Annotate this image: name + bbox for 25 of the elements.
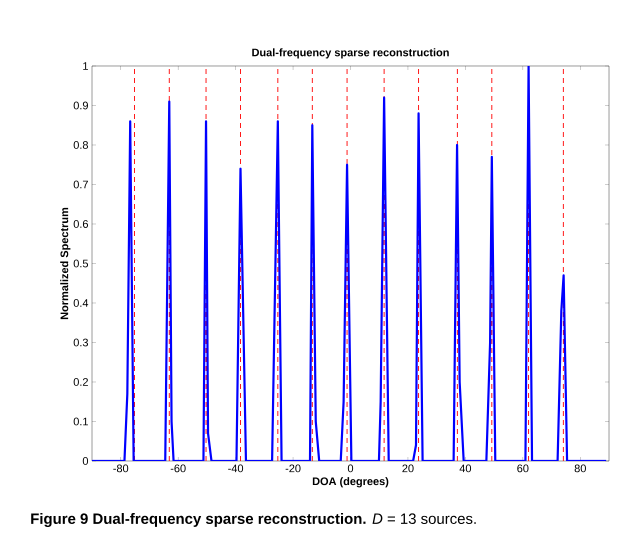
x-tick-label: -40	[228, 464, 244, 472]
y-tick-label: 0.7	[74, 180, 88, 188]
y-tick-label: 0	[82, 457, 88, 465]
x-tick-label: 20	[402, 464, 414, 472]
y-tick-label: 0.3	[74, 338, 88, 346]
x-tick-label: -20	[286, 464, 301, 472]
y-tick-label: 0.5	[74, 260, 88, 268]
y-axis-title: Normalized Spectrum	[60, 208, 70, 320]
text: Figure 9 Dual-frequency sparse reconstruction. D = 13 sources.	[31, 513, 476, 528]
x-tick-label: 60	[517, 464, 528, 472]
y-tick-label: 0.9	[74, 102, 88, 110]
y-tick-label: 0.8	[74, 141, 88, 149]
x-tick-label: 40	[460, 464, 472, 472]
x-tick-label: -60	[170, 464, 186, 472]
x-tick-label: -80	[113, 464, 128, 472]
line-series	[92, 66, 608, 461]
x-tick-label: 80	[574, 464, 586, 472]
x-axis-title: DOA (degrees)	[312, 477, 388, 488]
y-tick-label: 0.1	[74, 418, 88, 426]
y-tick-label: 1	[83, 62, 88, 70]
chart-title: Dual-frequency sparse reconstruction	[252, 48, 449, 58]
y-tick-label: 0.2	[74, 378, 88, 386]
x-tick-label: 0	[348, 464, 354, 472]
y-tick-label: 0.6	[74, 220, 88, 228]
y-tick-label: 0.4	[74, 299, 88, 307]
